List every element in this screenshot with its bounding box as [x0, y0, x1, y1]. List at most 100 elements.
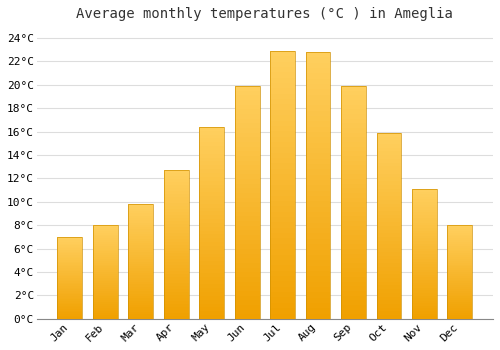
Bar — [306, 298, 330, 303]
Bar — [341, 170, 366, 175]
Bar — [270, 190, 295, 196]
Bar — [270, 196, 295, 201]
Bar — [448, 306, 472, 308]
Bar — [341, 235, 366, 240]
Bar — [200, 177, 224, 181]
Bar — [448, 257, 472, 259]
Bar — [200, 296, 224, 300]
Bar — [128, 294, 153, 296]
Bar — [306, 239, 330, 244]
Bar — [164, 182, 188, 185]
Bar — [164, 298, 188, 301]
Bar — [412, 272, 437, 275]
Bar — [448, 231, 472, 233]
Bar — [164, 209, 188, 212]
Bar — [200, 200, 224, 204]
Bar — [128, 296, 153, 298]
Bar — [58, 248, 82, 250]
Bar — [164, 253, 188, 257]
Bar — [128, 206, 153, 209]
Bar — [58, 268, 82, 270]
Bar — [128, 214, 153, 216]
Bar — [376, 271, 402, 274]
Bar — [164, 247, 188, 251]
Bar — [93, 229, 118, 231]
Bar — [376, 196, 402, 200]
Bar — [412, 231, 437, 233]
Bar — [448, 285, 472, 287]
Bar — [270, 212, 295, 217]
Bar — [448, 315, 472, 317]
Bar — [270, 254, 295, 260]
Bar — [128, 236, 153, 239]
Bar — [235, 156, 260, 161]
Bar — [306, 121, 330, 127]
Bar — [58, 257, 82, 258]
Bar — [341, 165, 366, 170]
Bar — [93, 266, 118, 268]
Bar — [200, 219, 224, 223]
Bar — [448, 233, 472, 234]
Bar — [128, 243, 153, 245]
Bar — [448, 272, 472, 274]
Bar — [376, 133, 402, 136]
Bar — [376, 177, 402, 181]
Bar — [128, 248, 153, 250]
Bar — [376, 193, 402, 196]
Bar — [341, 151, 366, 156]
Bar — [376, 155, 402, 159]
Bar — [128, 278, 153, 280]
Bar — [376, 226, 402, 230]
Bar — [270, 67, 295, 72]
Bar — [448, 289, 472, 291]
Bar — [58, 237, 82, 239]
Bar — [270, 174, 295, 180]
Bar — [58, 289, 82, 291]
Bar — [164, 170, 188, 173]
Bar — [341, 86, 366, 319]
Bar — [376, 256, 402, 259]
Bar — [200, 227, 224, 231]
Bar — [412, 220, 437, 223]
Bar — [58, 255, 82, 257]
Bar — [341, 226, 366, 230]
Bar — [164, 274, 188, 277]
Bar — [128, 289, 153, 291]
Bar — [270, 169, 295, 174]
Bar — [58, 299, 82, 301]
Bar — [306, 148, 330, 153]
Bar — [306, 180, 330, 186]
Bar — [412, 293, 437, 295]
Bar — [235, 226, 260, 230]
Bar — [341, 100, 366, 105]
Bar — [128, 220, 153, 223]
Bar — [376, 237, 402, 241]
Bar — [412, 298, 437, 301]
Bar — [58, 280, 82, 281]
Bar — [306, 281, 330, 287]
Bar — [235, 119, 260, 123]
Bar — [93, 237, 118, 238]
Bar — [200, 161, 224, 165]
Bar — [306, 95, 330, 100]
Bar — [235, 258, 260, 263]
Bar — [200, 315, 224, 319]
Bar — [164, 241, 188, 245]
Bar — [376, 200, 402, 203]
Bar — [448, 238, 472, 240]
Bar — [235, 128, 260, 133]
Bar — [200, 292, 224, 296]
Title: Average monthly temperatures (°C ) in Ameglia: Average monthly temperatures (°C ) in Am… — [76, 7, 454, 21]
Bar — [164, 271, 188, 274]
Bar — [58, 247, 82, 248]
Bar — [235, 230, 260, 235]
Bar — [128, 225, 153, 227]
Bar — [270, 115, 295, 120]
Bar — [341, 305, 366, 309]
Bar — [376, 207, 402, 211]
Bar — [58, 317, 82, 319]
Bar — [235, 221, 260, 226]
Bar — [412, 301, 437, 303]
Bar — [200, 215, 224, 219]
Bar — [448, 261, 472, 263]
